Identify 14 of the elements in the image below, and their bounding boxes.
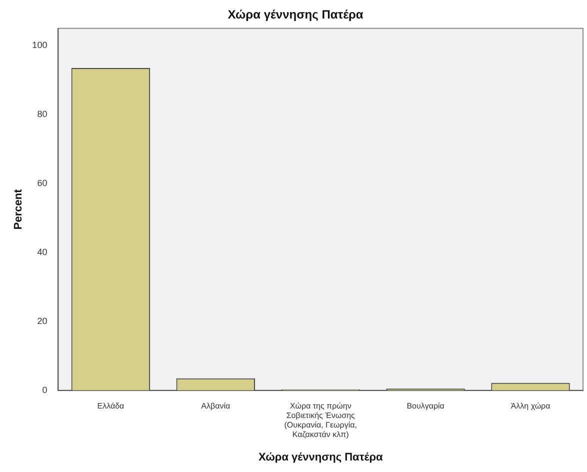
x-tick-label: Βουλγαρία: [406, 401, 445, 410]
x-tick-label: Χώρα της πρώην Σοβιετικής Ένωσης (Ουκρανία, Γεωργία, Καζακστάν κλπ): [284, 401, 357, 440]
y-tick-label: 40: [37, 246, 48, 257]
x-tick-label: Άλλη χώρα: [510, 401, 551, 410]
x-tick-label: Ελλάδα: [97, 401, 125, 410]
chart-title: Χώρα γέννησης Πατέρα: [228, 8, 364, 22]
y-tick-label: 0: [42, 384, 48, 395]
y-tick-label: 60: [37, 178, 48, 188]
y-axis-title: Percent: [12, 188, 25, 230]
x-tick-label: Αλβανία: [201, 401, 231, 410]
y-tick-label: 100: [32, 40, 48, 50]
y-tick-label: 20: [37, 316, 48, 326]
x-axis-title: Χώρα γέννησης Πατέρα: [258, 451, 383, 464]
y-tick-label: 80: [37, 109, 48, 120]
